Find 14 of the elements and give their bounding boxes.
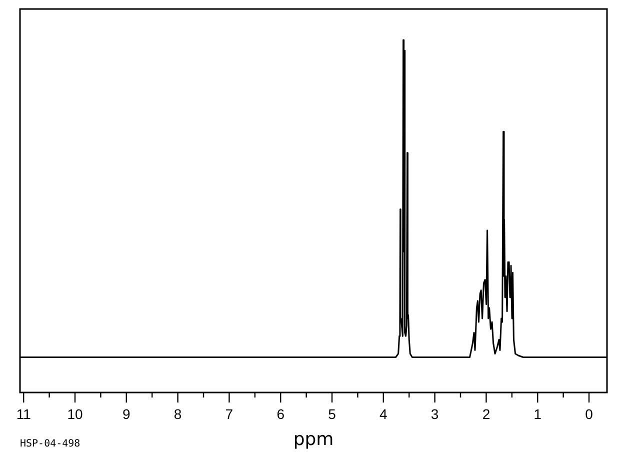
x-tick-label: 5: [328, 406, 336, 422]
x-tick-label: 11: [16, 406, 32, 422]
x-tick-label: 2: [482, 406, 490, 422]
x-tick-label: 10: [67, 406, 83, 422]
x-tick-label: 1: [534, 406, 542, 422]
x-tick-label: 9: [122, 406, 130, 422]
x-tick-label: 7: [225, 406, 234, 422]
x-tick-label: 6: [276, 406, 285, 422]
x-tick-label: 8: [174, 406, 182, 422]
x-axis-title: ppm: [293, 428, 334, 450]
x-tick-label: 0: [585, 406, 594, 422]
text: HSP-04-498: [20, 438, 80, 450]
x-tick-label: 3: [430, 406, 439, 422]
x-tick-label: 4: [380, 406, 388, 422]
